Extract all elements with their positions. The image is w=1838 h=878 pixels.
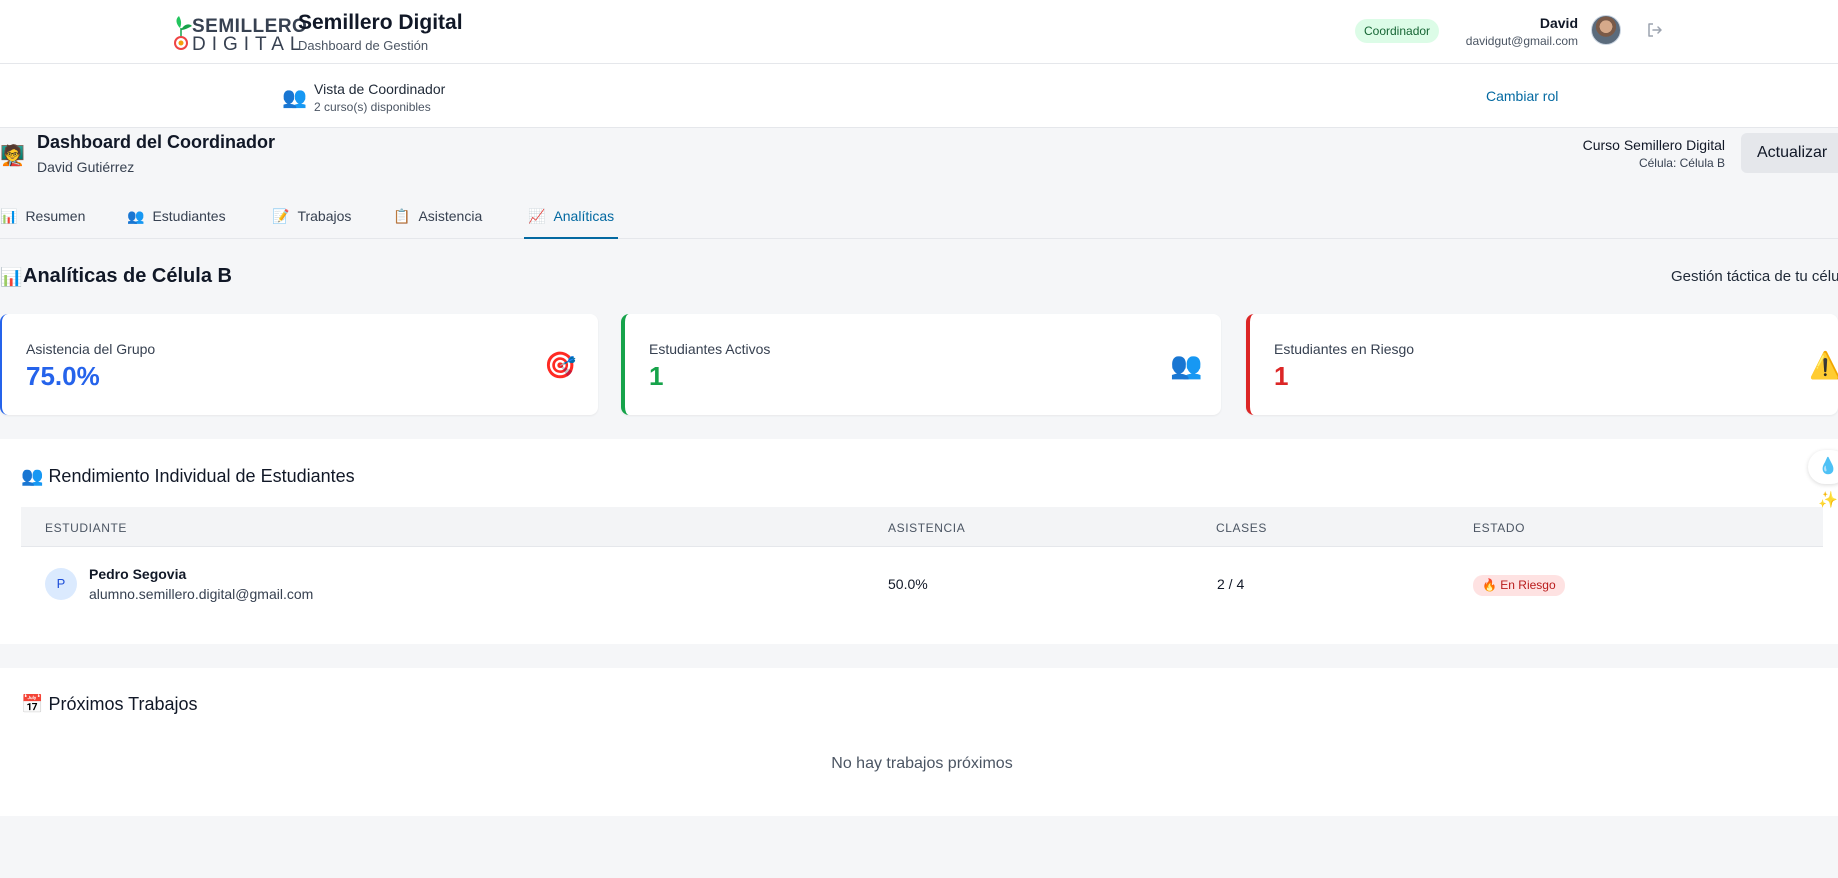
- coordinator-icon: 🧑‍🏫: [0, 145, 25, 167]
- dashboard-title: Dashboard del Coordinador: [37, 132, 276, 152]
- logo-text-bottom: DIGITAL: [192, 34, 307, 55]
- tab-bar: 📊 Resumen 👥 Estudiantes 📝 Trabajos 📋 Asisten…: [0, 200, 1838, 239]
- course-cell: Célula: Célula B: [1638, 156, 1725, 170]
- table-header: ESTUDIANTE ASISTENCIA CLASES ESTADO: [21, 507, 1823, 547]
- card-label: Estudiantes Activos: [649, 341, 771, 357]
- user-avatar[interactable]: [1591, 15, 1621, 45]
- tab-resumen[interactable]: 📊 Resumen: [0, 208, 85, 239]
- tab-label: Asistencia: [418, 208, 483, 224]
- calendar-icon: 📅: [21, 694, 44, 714]
- column-header-student: ESTUDIANTE: [45, 521, 128, 535]
- empty-state-message: No hay trabajos próximos: [831, 755, 1013, 772]
- tab-analiticas[interactable]: 📈 Analíticas: [524, 208, 619, 239]
- role-bar: [0, 64, 1838, 128]
- analytics-subtitle: Gestión táctica de tu célula: [1671, 268, 1838, 285]
- at-risk-card: Estudiantes en Riesgo 1 ⚠️: [1246, 314, 1838, 415]
- upcoming-work-panel: [0, 668, 1838, 816]
- upcoming-title-text: Próximos Trabajos: [48, 694, 198, 714]
- top-header: SEMILLERO DIGITAL Semillero Digital Dash…: [0, 0, 1838, 64]
- role-view-title: Vista de Coordinador: [314, 81, 446, 97]
- role-badge: Coordinador: [1355, 19, 1440, 43]
- bar-chart-icon: 📊: [0, 208, 18, 224]
- app-title: Semillero Digital: [298, 11, 463, 34]
- assistant-fab[interactable]: 💧✨: [1808, 450, 1838, 509]
- performance-title-text: Rendimiento Individual de Estudiantes: [48, 466, 355, 486]
- trend-chart-icon: 📈: [528, 208, 546, 224]
- user-name: David: [1539, 15, 1578, 31]
- tab-label: Estudiantes: [152, 208, 226, 224]
- tab-estudiantes[interactable]: 👥 Estudiantes: [127, 208, 226, 239]
- analytics-title: Analíticas de Célula B: [23, 265, 232, 287]
- target-icon: 🎯: [544, 350, 577, 380]
- card-label: Estudiantes en Riesgo: [1274, 341, 1415, 357]
- column-header-attendance: ASISTENCIA: [888, 521, 966, 535]
- courses-available: 2 curso(s) disponibles: [314, 100, 431, 114]
- coordinator-name: David Gutiérrez: [37, 159, 135, 175]
- change-role-link[interactable]: Cambiar rol: [1486, 88, 1559, 104]
- users-icon: 👥: [21, 466, 44, 486]
- performance-title: 👥 Rendimiento Individual de Estudiantes: [21, 466, 355, 487]
- users-icon: 👥: [127, 208, 145, 224]
- course-name: Curso Semillero Digital: [1582, 137, 1725, 153]
- card-value: 1: [649, 361, 664, 391]
- warning-icon: ⚠️: [1809, 350, 1838, 380]
- student-classes: 2 / 4: [1217, 576, 1245, 592]
- memo-icon: 📝: [272, 208, 290, 224]
- attendance-card: Asistencia del Grupo 75.0% 🎯: [0, 314, 598, 415]
- student-attendance: 50.0%: [888, 576, 928, 592]
- student-avatar: P: [45, 568, 77, 600]
- bar-chart-icon: 📊: [0, 267, 23, 287]
- student-name: Pedro Segovia: [89, 566, 187, 582]
- app-subtitle: Dashboard de Gestión: [298, 38, 429, 53]
- user-email: davidgut@gmail.com: [1465, 34, 1578, 48]
- card-value: 1: [1274, 361, 1289, 391]
- users-icon: 👥: [282, 87, 307, 109]
- logout-icon[interactable]: [1646, 21, 1664, 39]
- users-icon: 👥: [1170, 350, 1203, 380]
- card-label: Asistencia del Grupo: [26, 341, 156, 357]
- status-badge: 🔥 En Riesgo: [1473, 575, 1565, 596]
- tab-label: Trabajos: [297, 208, 352, 224]
- tab-trabajos[interactable]: 📝 Trabajos: [272, 208, 351, 239]
- column-header-classes: CLASES: [1216, 521, 1267, 535]
- column-header-status: ESTADO: [1473, 521, 1526, 535]
- active-students-card: Estudiantes Activos 1 👥: [621, 314, 1221, 415]
- tab-label: Resumen: [25, 208, 86, 224]
- refresh-button[interactable]: Actualizar: [1741, 133, 1838, 173]
- student-email: alumno.semillero.digital@gmail.com: [89, 586, 314, 602]
- semillero-logo[interactable]: SEMILLERO DIGITAL: [170, 12, 307, 55]
- clipboard-icon: 📋: [393, 208, 411, 224]
- tab-label: Analíticas: [553, 208, 615, 224]
- sparkle-drop-icon: 💧✨: [1818, 458, 1838, 509]
- logo-text-top: SEMILLERO: [192, 16, 308, 37]
- upcoming-title: 📅 Próximos Trabajos: [21, 694, 198, 715]
- sprout-icon: [174, 16, 192, 50]
- tab-asistencia[interactable]: 📋 Asistencia: [393, 208, 482, 239]
- card-value: 75.0%: [26, 361, 100, 391]
